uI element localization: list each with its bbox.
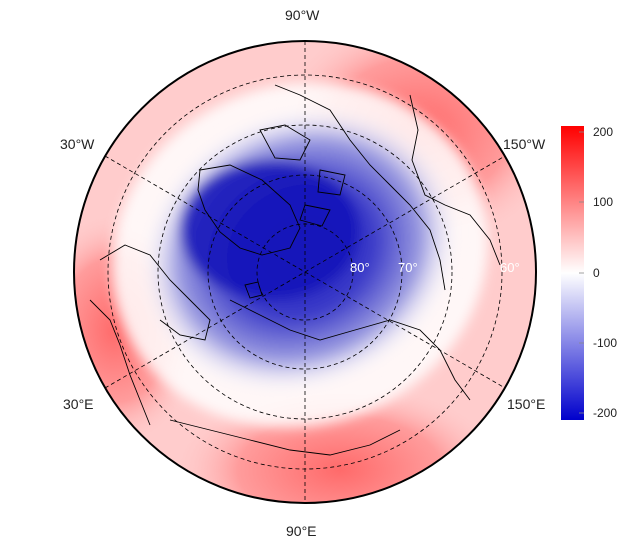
lon-label-150w: 150°W xyxy=(503,136,546,152)
colorbar-tick-100: 100 xyxy=(593,195,614,209)
lon-label-30w: 30°W xyxy=(60,136,95,152)
lat-label-80: 80° xyxy=(350,260,370,275)
colorbar-tick-0: 0 xyxy=(593,266,600,280)
colorbar-tick-200: 200 xyxy=(593,125,614,139)
colorbar-tick-neg100: -100 xyxy=(593,336,618,350)
lon-label-90e: 90°E xyxy=(286,523,317,539)
alaska-coast xyxy=(409,94,501,266)
high-anomaly-south xyxy=(170,380,510,503)
lon-label-150e: 150°E xyxy=(507,396,546,412)
siberia-coast xyxy=(229,299,471,401)
meridian-30e-150w xyxy=(104,155,506,389)
lon-label-90w: 90°W xyxy=(285,7,320,23)
greenland-coast xyxy=(197,164,301,256)
colorbar-tick-neg200: -200 xyxy=(593,406,618,420)
scandinavia-coast xyxy=(99,244,211,341)
coastlines xyxy=(89,84,501,456)
colorbar xyxy=(561,126,584,420)
asia-interior xyxy=(169,419,401,456)
lon-label-30e: 30°E xyxy=(63,396,94,412)
colorbar-gradient xyxy=(561,126,584,420)
north-america-coast xyxy=(274,84,446,291)
lat-label-70: 70° xyxy=(398,260,418,275)
graticule xyxy=(104,41,506,503)
lat-label-60: 60° xyxy=(500,260,520,275)
latitude-circle-60 xyxy=(157,124,453,420)
svalbard xyxy=(244,281,263,299)
low-anomaly-center xyxy=(180,160,360,300)
map-border xyxy=(73,40,537,504)
anomaly-field xyxy=(74,41,536,503)
europe-coast xyxy=(89,299,151,426)
